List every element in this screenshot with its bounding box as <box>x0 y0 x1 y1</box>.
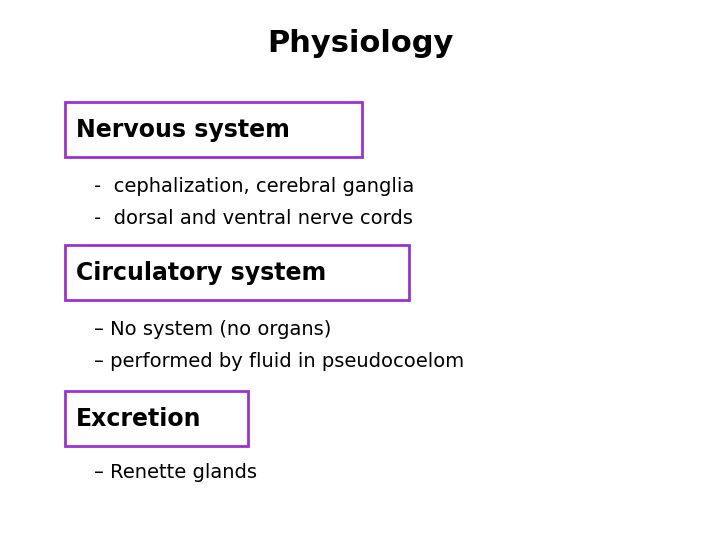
Text: – performed by fluid in pseudocoelom: – performed by fluid in pseudocoelom <box>94 352 464 372</box>
Text: – No system (no organs): – No system (no organs) <box>94 320 331 339</box>
Text: Circulatory system: Circulatory system <box>76 261 326 285</box>
Text: – Renette glands: – Renette glands <box>94 463 256 482</box>
Text: Nervous system: Nervous system <box>76 118 289 141</box>
Text: Physiology: Physiology <box>267 29 453 58</box>
Text: Excretion: Excretion <box>76 407 201 430</box>
Text: -  dorsal and ventral nerve cords: - dorsal and ventral nerve cords <box>94 209 413 228</box>
Text: -  cephalization, cerebral ganglia: - cephalization, cerebral ganglia <box>94 177 414 196</box>
